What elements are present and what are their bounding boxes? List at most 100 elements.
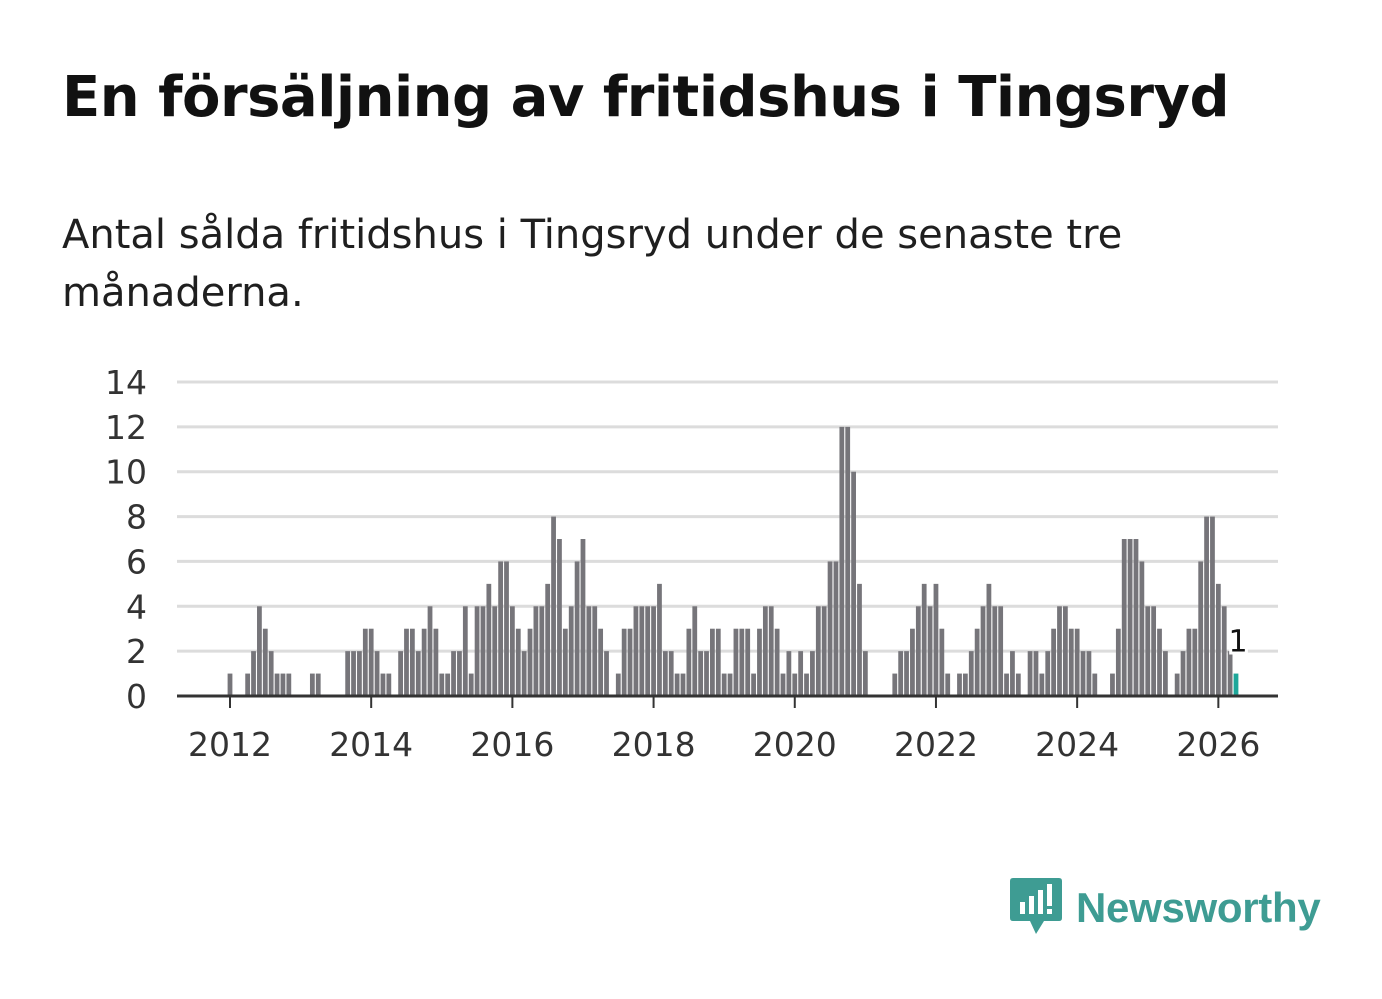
grid-lines xyxy=(177,380,1278,653)
bar xyxy=(1004,673,1009,696)
y-tick-label: 2 xyxy=(126,632,147,671)
bar xyxy=(1045,651,1051,696)
bar xyxy=(839,426,845,696)
bar xyxy=(915,606,921,696)
bar xyxy=(1086,651,1092,696)
bar xyxy=(945,673,951,696)
y-tick-label: 4 xyxy=(126,587,147,626)
bar xyxy=(1174,673,1180,696)
y-tick-label: 14 xyxy=(105,363,147,402)
bar xyxy=(227,673,233,696)
bar xyxy=(521,651,527,696)
bar xyxy=(1215,583,1221,696)
bar xyxy=(345,651,351,696)
bar xyxy=(1010,651,1015,696)
bar xyxy=(804,673,809,696)
bar xyxy=(927,606,933,696)
bar xyxy=(733,628,739,696)
bar xyxy=(845,426,851,696)
bar xyxy=(457,651,462,696)
bar xyxy=(974,628,980,696)
bar xyxy=(257,606,262,696)
bar xyxy=(1015,673,1021,696)
bar xyxy=(380,673,386,696)
bar xyxy=(957,673,962,696)
bar xyxy=(657,583,662,696)
bar xyxy=(910,628,915,696)
bar xyxy=(415,651,421,696)
bar xyxy=(639,606,645,696)
x-tick-label: 2022 xyxy=(894,725,978,764)
y-tick-label: 6 xyxy=(126,542,147,581)
bar xyxy=(404,628,409,696)
bar xyxy=(362,628,368,696)
bar xyxy=(1227,651,1233,696)
bar xyxy=(939,628,945,696)
bar xyxy=(592,606,598,696)
bar xyxy=(721,673,727,696)
bar xyxy=(768,606,774,696)
bar xyxy=(1186,628,1192,696)
bar xyxy=(1051,628,1057,696)
bar xyxy=(1121,539,1127,696)
bar xyxy=(1151,606,1157,696)
bar xyxy=(1039,673,1045,696)
bar xyxy=(1204,516,1209,696)
bar xyxy=(862,651,868,696)
bar xyxy=(968,651,974,696)
bar xyxy=(1180,651,1186,696)
x-tick-label: 2016 xyxy=(470,725,554,764)
bar xyxy=(980,606,986,696)
bar xyxy=(1198,561,1204,696)
bar xyxy=(545,583,551,696)
bar xyxy=(1192,628,1198,696)
bar xyxy=(810,651,815,696)
bar xyxy=(1139,561,1145,696)
chart-title: En försäljning av fritidshus i Tingsryd xyxy=(62,65,1230,130)
bar xyxy=(792,673,798,696)
bar xyxy=(480,606,486,696)
bar xyxy=(633,606,639,696)
bar xyxy=(1057,606,1062,696)
bar xyxy=(821,606,827,696)
bar xyxy=(251,651,256,696)
x-tick-label: 2020 xyxy=(753,725,837,764)
bar xyxy=(933,583,939,696)
bar xyxy=(498,561,504,696)
x-tick-label: 2024 xyxy=(1035,725,1119,764)
newsworthy-brand: Newsworthy xyxy=(1010,878,1321,938)
bar xyxy=(386,673,392,696)
bar xyxy=(598,628,604,696)
bar xyxy=(892,673,898,696)
bar xyxy=(604,651,609,696)
bar xyxy=(1074,628,1080,696)
bar xyxy=(286,673,292,696)
bar xyxy=(551,516,556,696)
bar xyxy=(1210,516,1215,696)
bar xyxy=(268,651,274,696)
bar xyxy=(1080,651,1086,696)
bar xyxy=(1221,606,1227,696)
bar xyxy=(474,606,480,696)
bar xyxy=(374,651,380,696)
bar xyxy=(421,628,427,696)
bar xyxy=(1157,628,1162,696)
x-axis-ticks: 2012 2014 2016 2018 2020 2022 2024 2026 xyxy=(188,696,1260,764)
bar xyxy=(745,628,751,696)
bar xyxy=(409,628,415,696)
bar xyxy=(674,673,680,696)
bar xyxy=(998,606,1004,696)
bar xyxy=(533,606,539,696)
bar xyxy=(527,628,533,696)
bar xyxy=(692,606,698,696)
bar xyxy=(986,583,992,696)
bar xyxy=(757,628,762,696)
bar xyxy=(715,628,721,696)
bar xyxy=(627,628,633,696)
bar xyxy=(651,606,656,696)
bar xyxy=(280,673,286,696)
y-tick-label: 10 xyxy=(105,453,147,492)
bar xyxy=(780,673,786,696)
bar xyxy=(515,628,521,696)
bar xyxy=(1092,673,1098,696)
